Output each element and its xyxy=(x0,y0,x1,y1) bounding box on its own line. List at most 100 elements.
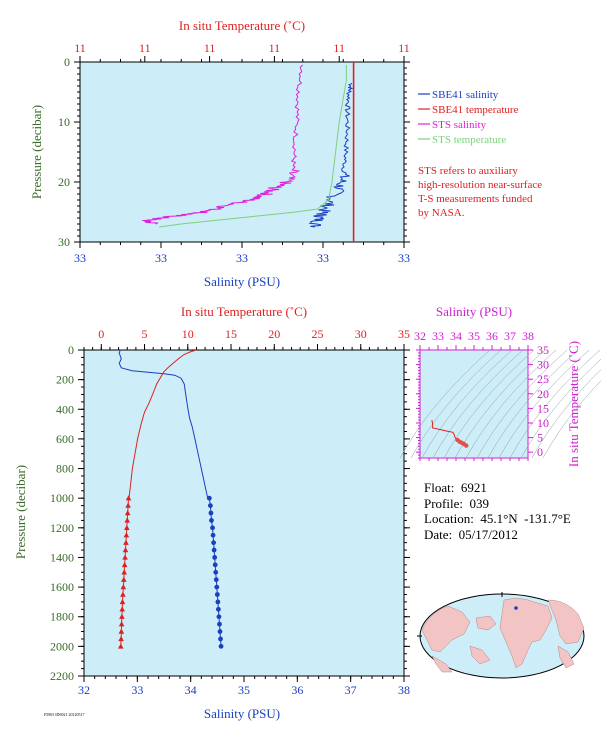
bottom-pressure-tick-label: 2200 xyxy=(50,669,74,683)
salinity-point xyxy=(216,614,222,620)
salinity-point xyxy=(209,518,214,523)
temperature-point xyxy=(120,591,126,597)
ts-temp-tick-label: 15 xyxy=(537,401,549,415)
temperature-point xyxy=(122,547,129,553)
salinity-point xyxy=(210,525,215,531)
salinity-point xyxy=(214,592,220,597)
salinity-point xyxy=(212,562,218,568)
temperature-point xyxy=(122,554,128,560)
ts-contour xyxy=(421,349,513,459)
ts-contour xyxy=(443,349,535,459)
ts-plot-area xyxy=(419,349,529,459)
bottom-sal-tick-label: 36 xyxy=(291,683,303,697)
temperature-point xyxy=(123,532,130,538)
bottom-pressure-axis-title: Pressure (decibar) xyxy=(13,465,28,559)
ts-contour xyxy=(509,349,601,459)
ts-contour xyxy=(454,349,546,459)
salinity-point xyxy=(211,547,217,553)
top-temperature-axis-title: In situ Temperature (˚C) xyxy=(179,18,305,33)
top-sal-tick-label: 33 xyxy=(236,251,248,265)
top-pressure-tick-label: 20 xyxy=(58,175,70,189)
footer-code: F5903 ID6921 20120517 xyxy=(44,712,84,717)
top-legend: SBE41 salinity SBE41 temperature STS salin… xyxy=(418,89,519,146)
salinity-point xyxy=(206,495,212,501)
ts-ticks xyxy=(416,345,533,461)
salinity-point xyxy=(217,621,222,627)
top-temp-tick-label: 11 xyxy=(204,41,216,55)
salinity-point xyxy=(215,599,221,605)
ts-contour xyxy=(399,349,491,459)
top-series-sts-salinity xyxy=(142,64,304,225)
bottom-temp-tick-label: 35 xyxy=(398,327,410,341)
ts-contour xyxy=(476,349,568,459)
top-plot-area xyxy=(79,61,405,243)
ts-contour xyxy=(465,349,557,459)
temperature-point xyxy=(121,569,128,575)
salinity-point xyxy=(212,555,218,560)
bottom-pressure-tick-label: 2000 xyxy=(50,639,74,653)
temperature-point xyxy=(118,628,125,634)
top-series xyxy=(142,62,355,242)
top-ticks xyxy=(74,56,410,248)
ts-contour xyxy=(432,349,524,459)
ts-contour xyxy=(498,349,590,459)
legend-label: SBE41 salinity xyxy=(432,89,499,101)
bottom-sal-tick-label: 37 xyxy=(345,683,357,697)
ts-point xyxy=(464,443,469,448)
bottom-pressure-tick-label: 600 xyxy=(56,432,74,446)
temperature-point xyxy=(119,606,126,612)
ts-temp-tick-label: 35 xyxy=(537,343,549,357)
top-temp-tick-label: 11 xyxy=(139,41,151,55)
ts-series xyxy=(431,420,469,448)
legend-label: STS temperature xyxy=(432,134,506,146)
salinity-point xyxy=(216,606,221,612)
salinity-point xyxy=(218,636,223,642)
temperature-point xyxy=(124,510,131,516)
bottom-sal-tick-label: 38 xyxy=(398,683,410,697)
note-line: STS refers to auxiliary xyxy=(418,165,518,177)
ts-contour xyxy=(520,358,601,459)
bottom-series-salinity xyxy=(118,349,209,499)
ts-sal-tick-label: 35 xyxy=(468,329,480,343)
bottom-temp-tick-label: 15 xyxy=(225,327,237,341)
profile-date: Date: 05/17/2012 xyxy=(424,526,518,542)
bottom-sal-tick-label: 34 xyxy=(185,683,197,697)
bottom-pressure-tick-label: 1600 xyxy=(50,580,74,594)
ts-contour xyxy=(542,380,601,459)
salinity-point xyxy=(214,584,220,590)
temperature-point xyxy=(123,539,129,545)
ts-temp-tick-label: 10 xyxy=(537,416,549,430)
bottom-sal-tick-label: 35 xyxy=(238,683,250,697)
bottom-ticks xyxy=(78,344,410,682)
temperature-point xyxy=(124,517,131,523)
bottom-plot-area xyxy=(83,349,405,677)
bottom-sal-tick-label: 32 xyxy=(78,683,90,697)
top-sal-tick-label: 33 xyxy=(155,251,167,265)
ts-temperature-axis-title: In situ Temperature (˚C) xyxy=(566,341,581,467)
float-info: Float: 6921 Profile: 039 Location: 45.1°… xyxy=(424,480,571,542)
bottom-temp-tick-label: 10 xyxy=(182,327,194,341)
ts-contour xyxy=(487,349,579,459)
top-sal-tick-label: 33 xyxy=(398,251,410,265)
note-line: T-S measurements funded xyxy=(418,193,533,205)
top-temp-tick-label: 11 xyxy=(398,41,410,55)
temperature-point xyxy=(120,584,127,590)
salinity-point xyxy=(213,577,219,583)
bottom-series xyxy=(117,349,224,649)
note-line: by NASA. xyxy=(418,207,465,219)
ts-density-contours xyxy=(399,349,601,459)
top-temp-tick-label: 11 xyxy=(333,41,345,55)
legend-label: STS salinity xyxy=(432,119,487,131)
salinity-point xyxy=(208,503,213,508)
top-sal-tick-label: 33 xyxy=(317,251,329,265)
bottom-pressure-tick-label: 0 xyxy=(68,343,74,357)
bottom-temp-tick-label: 30 xyxy=(355,327,367,341)
ts-temp-tick-label: 5 xyxy=(537,431,543,445)
ts-temp-tick-label: 25 xyxy=(537,372,549,386)
bottom-temp-tick-label: 0 xyxy=(98,327,104,341)
temperature-point xyxy=(125,502,131,508)
bottom-sal-tick-label: 33 xyxy=(131,683,143,697)
float-location-marker xyxy=(514,606,518,610)
ts-contour xyxy=(531,369,601,459)
